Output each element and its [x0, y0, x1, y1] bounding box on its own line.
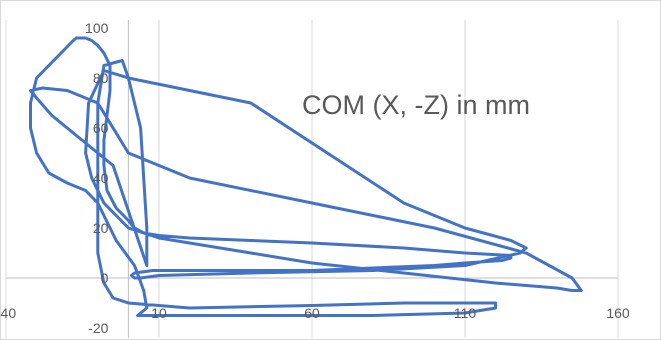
- grid: [5, 20, 619, 338]
- series-line-0: [29, 36, 583, 317]
- tick-labels: -40 10 60 110 160 -20 0 20 40 60 80 100: [0, 20, 630, 336]
- x-tick-label: 160: [606, 305, 630, 321]
- y-tick-label: 60: [93, 120, 109, 136]
- y-tick-label: -20: [88, 320, 108, 336]
- y-tick-label: 40: [93, 170, 109, 186]
- x-tick-label: 10: [151, 305, 167, 321]
- x-tick-label: -40: [0, 305, 16, 321]
- y-tick-label: 80: [93, 70, 109, 86]
- x-tick-label: 60: [304, 305, 320, 321]
- axes: [6, 20, 618, 338]
- y-tick-label: 20: [93, 220, 109, 236]
- y-tick-label: 0: [101, 270, 109, 286]
- y-tick-label: 100: [85, 20, 109, 36]
- x-tick-label: 110: [454, 305, 477, 321]
- series-layer: [29, 36, 583, 317]
- chart-title: COM (X, -Z) in mm: [302, 90, 530, 120]
